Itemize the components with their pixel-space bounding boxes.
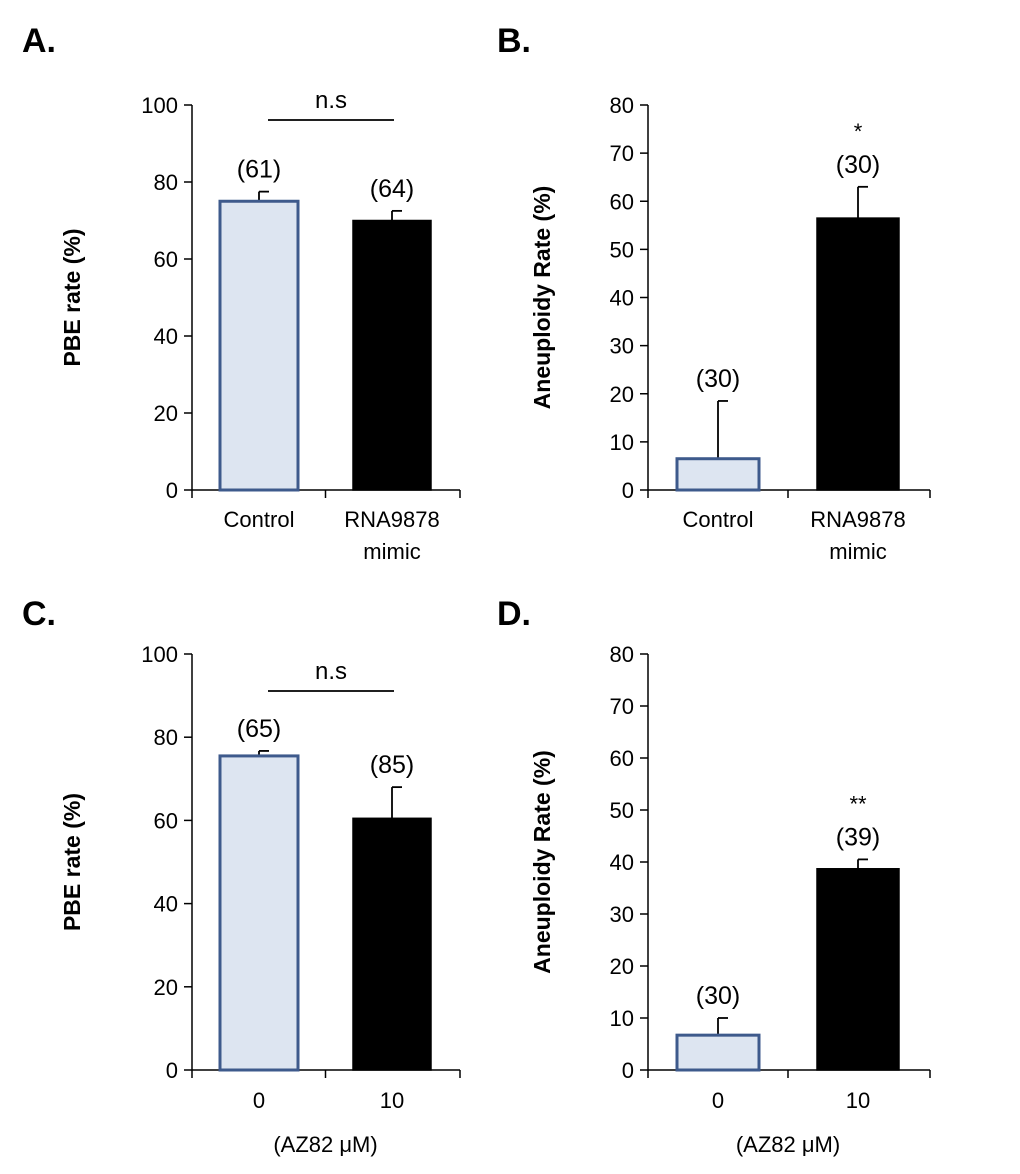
y-tick-label: 0	[166, 1058, 178, 1083]
x-tick-label: Control	[683, 507, 754, 532]
x-tick-label: mimic	[363, 539, 420, 564]
y-tick-label: 80	[154, 725, 178, 750]
chart-panel-a: A. 0 20 40 60 80 100 PBE rate (%) (61) Control (64…	[22, 22, 461, 564]
y-tick-label: 40	[154, 892, 178, 917]
bar-treatment	[352, 219, 432, 491]
x-axis-label: (AZ82 μM)	[273, 1132, 377, 1157]
y-tick-label: 80	[610, 93, 634, 118]
y-tick-label: 30	[610, 902, 634, 927]
y-tick-label: 100	[141, 93, 178, 118]
x-tick-label: Control	[224, 507, 295, 532]
y-tick-label: 60	[610, 189, 634, 214]
chart-panel-d: D. 0 10 20 30 40 50 60 70 80 Aneuploidy Rate (%) (3…	[497, 595, 931, 1157]
n-label: (30)	[696, 982, 740, 1010]
n-label: (30)	[836, 151, 880, 179]
y-tick-label: 50	[610, 237, 634, 262]
x-tick-label: RNA9878	[344, 507, 439, 532]
y-tick-label: 60	[154, 247, 178, 272]
y-tick-label: 80	[610, 642, 634, 667]
y-tick-label: 30	[610, 334, 634, 359]
bar-control	[218, 754, 300, 1072]
y-tick-label: 60	[610, 746, 634, 771]
y-tick-label: 0	[622, 1058, 634, 1083]
significance-label: *	[854, 119, 863, 144]
y-tick-label: 70	[610, 694, 634, 719]
y-tick-label: 40	[610, 850, 634, 875]
y-tick-label: 10	[610, 1006, 634, 1031]
x-tick-label: mimic	[829, 539, 886, 564]
x-tick-label: 10	[380, 1088, 404, 1113]
n-label: (64)	[370, 175, 414, 203]
chart-panel-c: C. 0 20 40 60 80 100 PBE rate (%) (65) 0 (85) 10 n.s…	[22, 595, 461, 1157]
y-tick-label: 50	[610, 798, 634, 823]
bar-control	[675, 1033, 761, 1072]
y-tick-label: 100	[141, 642, 178, 667]
n-label: (61)	[237, 156, 281, 184]
n-label: (65)	[237, 715, 281, 743]
chart-panel-b: B. 0 10 20 30 40 50 60 70 80 Aneuploidy Rate (%) (3…	[497, 22, 931, 564]
bar-treatment	[816, 868, 900, 1071]
bar-control	[218, 199, 300, 492]
x-axis-label: (AZ82 μM)	[736, 1132, 840, 1157]
panel-letter: B.	[497, 22, 531, 60]
y-axis-label: Aneuploidy Rate (%)	[529, 186, 555, 410]
n-label: (39)	[836, 823, 880, 851]
y-tick-label: 40	[610, 286, 634, 311]
y-axis-label: PBE rate (%)	[59, 793, 85, 931]
x-tick-label: 0	[253, 1088, 265, 1113]
significance-label: **	[849, 791, 867, 816]
y-tick-label: 10	[610, 430, 634, 455]
y-axis-label: Aneuploidy Rate (%)	[529, 750, 555, 974]
y-tick-label: 70	[610, 141, 634, 166]
ns-bracket-label: n.s	[315, 658, 347, 685]
y-tick-label: 80	[154, 170, 178, 195]
y-tick-label: 60	[154, 808, 178, 833]
x-tick-label: RNA9878	[810, 507, 905, 532]
y-tick-label: 20	[610, 382, 634, 407]
bar-treatment	[352, 817, 432, 1071]
ns-bracket-label: n.s	[315, 87, 347, 114]
y-tick-label: 20	[154, 975, 178, 1000]
y-tick-label: 0	[622, 478, 634, 503]
panel-letter: C.	[22, 595, 56, 633]
y-tick-label: 20	[610, 954, 634, 979]
y-tick-label: 0	[166, 478, 178, 503]
bar-treatment	[816, 217, 900, 491]
panel-letter: A.	[22, 22, 56, 60]
y-axis-label: PBE rate (%)	[59, 228, 85, 366]
bar-control	[675, 457, 761, 492]
x-tick-label: 0	[712, 1088, 724, 1113]
x-tick-label: 10	[846, 1088, 870, 1113]
panel-letter: D.	[497, 595, 531, 633]
n-label: (85)	[370, 751, 414, 779]
n-label: (30)	[696, 365, 740, 393]
y-tick-label: 20	[154, 401, 178, 426]
y-tick-label: 40	[154, 324, 178, 349]
